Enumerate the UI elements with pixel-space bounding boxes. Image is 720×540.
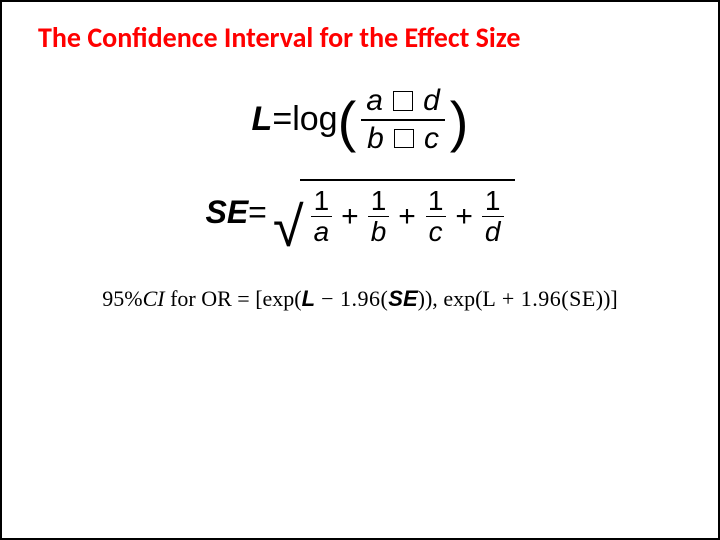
- slide-frame: The Confidence Interval for the Effect S…: [0, 0, 720, 540]
- eq1-num-a: a: [366, 84, 383, 117]
- eq1-den-c: c: [424, 122, 439, 155]
- eq2-frac-2: 1 b: [368, 187, 390, 246]
- eq2-d1: a: [311, 216, 333, 246]
- eq2-d4: d: [482, 216, 504, 246]
- eq3-plus: + 1.96(SE: [496, 286, 596, 311]
- eq3-L1: L: [302, 286, 315, 311]
- plus-2: +: [398, 200, 416, 234]
- eq3-CI: CI: [143, 286, 165, 311]
- equation-L: L = log ( a d b c ): [38, 85, 682, 154]
- eq2-equals: =: [248, 194, 267, 231]
- eq3-close1: )),: [418, 286, 444, 311]
- eq2-n3: 1: [425, 187, 447, 216]
- eq3-pct: 95%: [102, 286, 142, 311]
- eq1-equals: =: [272, 100, 292, 139]
- eq2-n1: 1: [311, 187, 333, 216]
- equation-SE: SE = √ 1 a + 1 b + 1: [38, 179, 682, 246]
- eq1-lhs: L: [252, 100, 273, 139]
- eq2-d3: c: [426, 216, 446, 246]
- plus-1: +: [341, 200, 359, 234]
- eq1-num-d: d: [423, 84, 440, 117]
- box-operator-icon: [394, 129, 414, 149]
- eq3-close2: )): [596, 286, 611, 311]
- eq3-exp2: exp(L: [443, 286, 496, 311]
- equation-CI: 95%CI for OR = [exp(L − 1.96(SE)), exp(L…: [38, 286, 682, 312]
- eq1-fraction: a d b c: [360, 85, 446, 154]
- eq3-minus: − 1.96(: [315, 286, 388, 311]
- box-operator-icon: [393, 91, 413, 111]
- eq1-log: log: [292, 100, 337, 139]
- eq2-n4: 1: [482, 187, 504, 216]
- eq2-d2: b: [368, 216, 390, 246]
- eq3-rbracket: ]: [610, 286, 617, 311]
- slide-title: The Confidence Interval for the Effect S…: [38, 20, 682, 55]
- eq2-frac-3: 1 c: [425, 187, 447, 246]
- eq2-sqrt: √ 1 a + 1 b + 1 c +: [273, 179, 515, 246]
- eq3-SE1: SE: [388, 286, 417, 311]
- eq2-lhs: SE: [205, 194, 248, 231]
- eq3-for-or: for OR =: [170, 286, 255, 311]
- eq2-frac-1: 1 a: [311, 187, 333, 246]
- eq1-den-b: b: [367, 122, 384, 155]
- eq2-n2: 1: [368, 187, 390, 216]
- eq3-exp1: exp(: [263, 286, 302, 311]
- plus-3: +: [455, 200, 473, 234]
- eq2-frac-4: 1 d: [482, 187, 504, 246]
- eq3-lbracket: [: [255, 286, 262, 311]
